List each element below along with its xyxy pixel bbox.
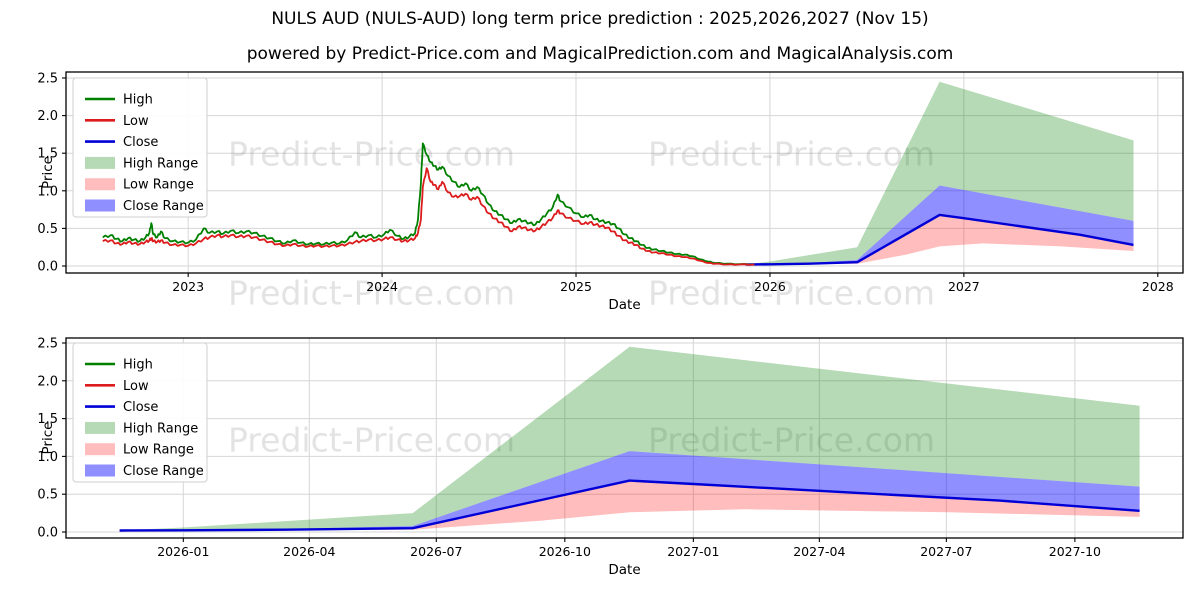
y-tick-label: 0.0 xyxy=(37,526,58,541)
legend-label: High xyxy=(123,93,153,108)
x-tick-label: 2027-10 xyxy=(1049,544,1101,559)
legend: High Low Close High Range Low Range Close Ran… xyxy=(72,342,208,483)
y-tick-label: 2.0 xyxy=(37,109,58,124)
plot-border xyxy=(65,337,1184,539)
x-tick-label: 2026-04 xyxy=(283,544,335,559)
legend-label: High Range xyxy=(123,156,198,171)
x-tick-label: 2027-04 xyxy=(793,544,845,559)
watermark-text: Predict-Price.com xyxy=(648,421,935,460)
x-tick-label: 2027-01 xyxy=(667,544,719,559)
low-range-legend-swatch xyxy=(85,443,115,456)
y-tick-label: 2.5 xyxy=(37,337,58,352)
y-tick-label: 0.0 xyxy=(37,260,58,275)
plot-border xyxy=(65,71,1184,274)
x-tick-label: 2026-10 xyxy=(539,544,591,559)
legend-label: Low Range xyxy=(123,178,194,193)
watermark-text: Predict-Price.com xyxy=(648,135,935,174)
x-tick-label: 2026-07 xyxy=(410,544,462,559)
high-line xyxy=(102,142,755,266)
y-axis-label: Price xyxy=(40,156,56,189)
plot-background xyxy=(66,338,1183,538)
x-axis-label: Date xyxy=(608,297,640,313)
y-tick-label: 1.5 xyxy=(37,412,58,427)
watermark-text: Predict-Price.com xyxy=(648,274,935,313)
legend-label: Close Range xyxy=(123,464,204,479)
x-tick-label: 2026 xyxy=(754,279,786,294)
close-line xyxy=(119,479,1140,532)
close-range-legend-swatch xyxy=(85,199,115,212)
legend-label: Close xyxy=(123,135,158,150)
watermark-text: Predict-Price.com xyxy=(228,135,515,174)
close-line xyxy=(745,213,1134,266)
legend-label: Close Range xyxy=(123,199,204,214)
prediction-detail-chart: Predict-Price.com Predict-Price.com 2026-0… xyxy=(37,337,1184,578)
y-tick-label: 0.5 xyxy=(37,488,58,503)
x-tick-label: 2025 xyxy=(560,279,592,294)
y-axis-label: Price xyxy=(40,422,56,455)
y-tick-label: 2.5 xyxy=(37,72,58,87)
legend-box xyxy=(72,77,208,218)
legend-box xyxy=(72,342,208,483)
y-tick-label: 1.0 xyxy=(37,450,58,465)
legend-label: High Range xyxy=(123,421,198,436)
close-range-band xyxy=(745,185,1134,265)
legend-label: Low xyxy=(123,114,149,129)
high-range-band xyxy=(745,81,1134,265)
x-tick-label: 2024 xyxy=(366,279,398,294)
low-range-legend-swatch xyxy=(85,178,115,191)
close-range-legend-swatch xyxy=(85,464,115,477)
watermark-text: Predict-Price.com xyxy=(228,421,515,460)
x-tick-label: 2027-07 xyxy=(920,544,972,559)
y-tick-label: 0.5 xyxy=(37,222,58,237)
low-range-band xyxy=(745,214,1134,265)
figure-title: NULS AUD (NULS-AUD) long term price pred… xyxy=(271,9,929,29)
close-range-band xyxy=(119,451,1140,531)
x-tick-label: 2026-01 xyxy=(157,544,209,559)
x-tick-label: 2023 xyxy=(172,279,204,294)
y-tick-label: 1.0 xyxy=(37,184,58,199)
high-range-band xyxy=(119,346,1140,531)
watermark-text: Predict-Price.com xyxy=(228,274,515,313)
y-tick-label: 2.0 xyxy=(37,374,58,389)
low-line xyxy=(102,167,755,266)
figure-subtitle: powered by Predict-Price.com and Magical… xyxy=(246,44,954,64)
legend-label: Close xyxy=(123,400,158,415)
legend-label: High xyxy=(123,358,153,373)
legend: High Low Close High Range Low Range Close Ran… xyxy=(72,77,208,218)
high-range-legend-swatch xyxy=(85,156,115,169)
x-tick-label: 2027 xyxy=(948,279,980,294)
legend-label: Low xyxy=(123,379,149,394)
x-axis-label: Date xyxy=(608,562,640,578)
low-range-band xyxy=(119,480,1140,531)
price-history-chart: Predict-Price.com Predict-Price.com 2023 20… xyxy=(37,71,1184,313)
y-tick-label: 1.5 xyxy=(37,147,58,162)
x-tick-label: 2028 xyxy=(1142,279,1174,294)
high-range-legend-swatch xyxy=(85,421,115,434)
legend-label: Low Range xyxy=(123,443,194,458)
